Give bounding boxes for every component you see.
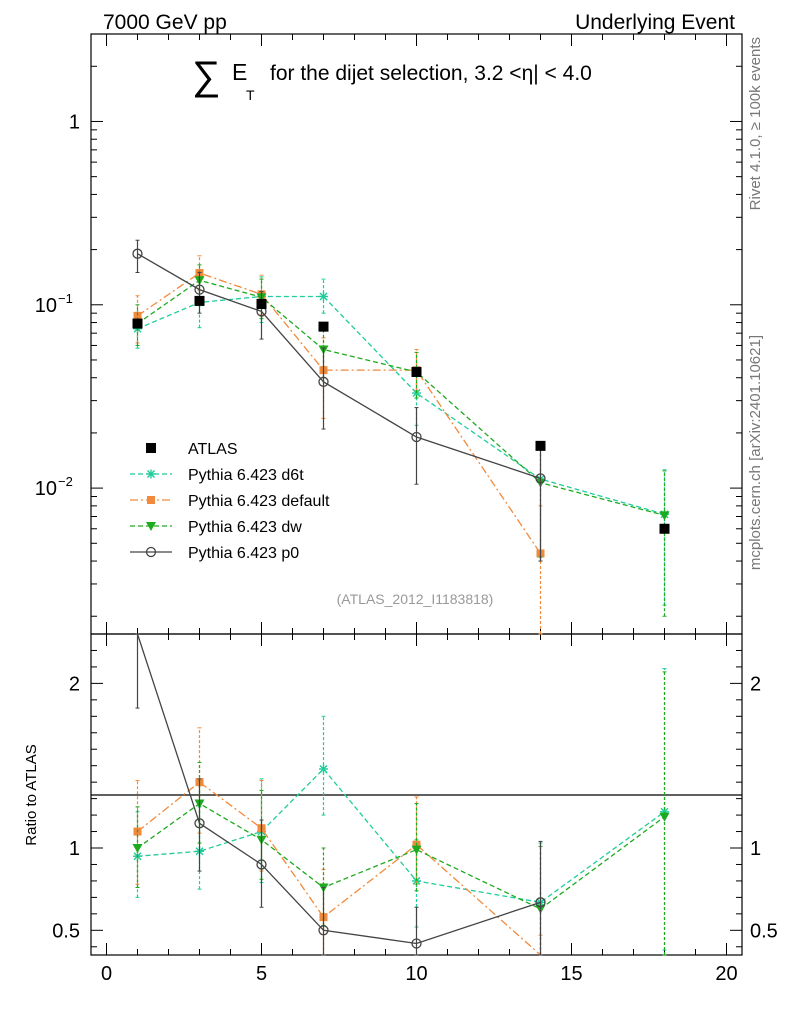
atlas-point <box>194 295 205 306</box>
dw-point <box>132 844 143 853</box>
p0-point <box>318 376 329 387</box>
d6t-point <box>319 291 328 301</box>
d6t-line <box>137 768 665 904</box>
y-tick-label: 1 <box>69 111 80 133</box>
legend-label: ATLAS <box>188 441 238 458</box>
d6t-marker-stroke <box>412 389 421 398</box>
legend-entry: Pythia 6.423 default <box>130 493 330 510</box>
default-line <box>137 272 542 554</box>
default-point <box>133 311 142 320</box>
lower-series <box>132 633 670 956</box>
legend-entry: ATLAS <box>146 441 238 458</box>
atlas-point <box>256 298 267 309</box>
default-point <box>147 496 155 504</box>
x-tick-label: 15 <box>560 963 582 985</box>
atlas-point <box>535 440 546 451</box>
d6t-marker-stroke <box>412 876 421 885</box>
d6t-marker-stroke <box>147 470 155 478</box>
d6t-point <box>146 469 156 479</box>
legend-label: Pythia 6.423 dw <box>188 519 302 536</box>
ratio-tick-label: 1 <box>69 838 80 860</box>
dw-point <box>659 812 670 822</box>
legend: ATLAS Pythia 6.423 d6t Pythia 6.423 defaul… <box>130 441 330 562</box>
p0-line <box>137 253 541 479</box>
dw-point <box>411 845 422 855</box>
legend-entry: Pythia 6.423 dw <box>130 519 302 536</box>
p0-point <box>194 284 205 295</box>
p0-point <box>145 546 157 558</box>
legend-label: Pythia 6.423 p0 <box>188 545 299 562</box>
p0-point <box>535 473 546 484</box>
ratio-tick-label: 0.5 <box>52 920 80 942</box>
ratio-tick-label: 2 <box>69 673 80 695</box>
ratio-tick-label: 0.5 <box>750 920 778 942</box>
legend-label: Pythia 6.423 default <box>188 493 330 510</box>
atlas-point <box>659 523 670 534</box>
p0-point <box>535 897 546 908</box>
x-tick-label: 5 <box>256 963 267 985</box>
upper-frame <box>90 33 743 635</box>
upper-series <box>132 239 670 635</box>
dw-point <box>146 522 156 531</box>
legend-entry: Pythia 6.423 p0 <box>130 545 299 562</box>
title-sum-symbol: ∑ <box>192 54 221 98</box>
y-tick-label: 10 <box>35 478 57 500</box>
header-energy: 7000 GeV pp <box>103 11 227 34</box>
d6t-marker-stroke <box>319 764 328 773</box>
legend-label: Pythia 6.423 d6t <box>188 467 304 484</box>
ratio-tick-label: 2 <box>750 673 761 695</box>
y-tick-exponent: −2 <box>58 474 73 489</box>
header-process: Underlying Event <box>575 11 735 34</box>
d6t-point <box>319 764 328 774</box>
dw-point <box>659 511 670 521</box>
legend-entry: Pythia 6.423 d6t <box>130 467 304 484</box>
x-tick-label: 10 <box>405 963 427 985</box>
p0-point <box>411 431 422 443</box>
y-tick-exponent: −1 <box>58 291 73 306</box>
title-e: E <box>232 59 247 85</box>
y-tick-label: 10 <box>35 295 57 317</box>
ratio-tick-label: 1 <box>750 838 761 860</box>
default-line <box>137 781 541 956</box>
mcplots-label: mcplots.cern.ch [arXiv:2401.10621] <box>747 335 764 570</box>
p0-line <box>136 633 541 945</box>
analysis-id: (ATLAS_2012_I1183818) <box>337 591 494 607</box>
x-axis: 0 5 10 15 20 <box>101 34 738 985</box>
x-tick-label: 0 <box>101 963 112 985</box>
ratio-ylabel: Ratio to ATLAS <box>23 744 40 845</box>
p0-point <box>411 938 422 949</box>
atlas-point <box>146 443 156 453</box>
d6t-marker-stroke <box>319 292 328 301</box>
atlas-point <box>411 366 422 377</box>
title-text: for the dijet selection, 3.2 <η| < 4.0 <box>270 62 592 85</box>
p0-point <box>318 925 329 936</box>
p0-point <box>194 818 205 829</box>
atlas-point <box>318 321 329 332</box>
p0-point <box>256 859 267 870</box>
rivet-label: Rivet 4.1.0, ≥ 100k events <box>747 37 764 210</box>
p0-point <box>132 248 143 259</box>
title-t-sub: T <box>246 87 255 103</box>
atlas-point <box>132 318 143 329</box>
lower-axes: 2 2 1 1 0.5 0.5 <box>52 649 778 948</box>
x-tick-label: 20 <box>715 963 737 985</box>
upper-axes: 110−110−2 <box>35 33 742 617</box>
